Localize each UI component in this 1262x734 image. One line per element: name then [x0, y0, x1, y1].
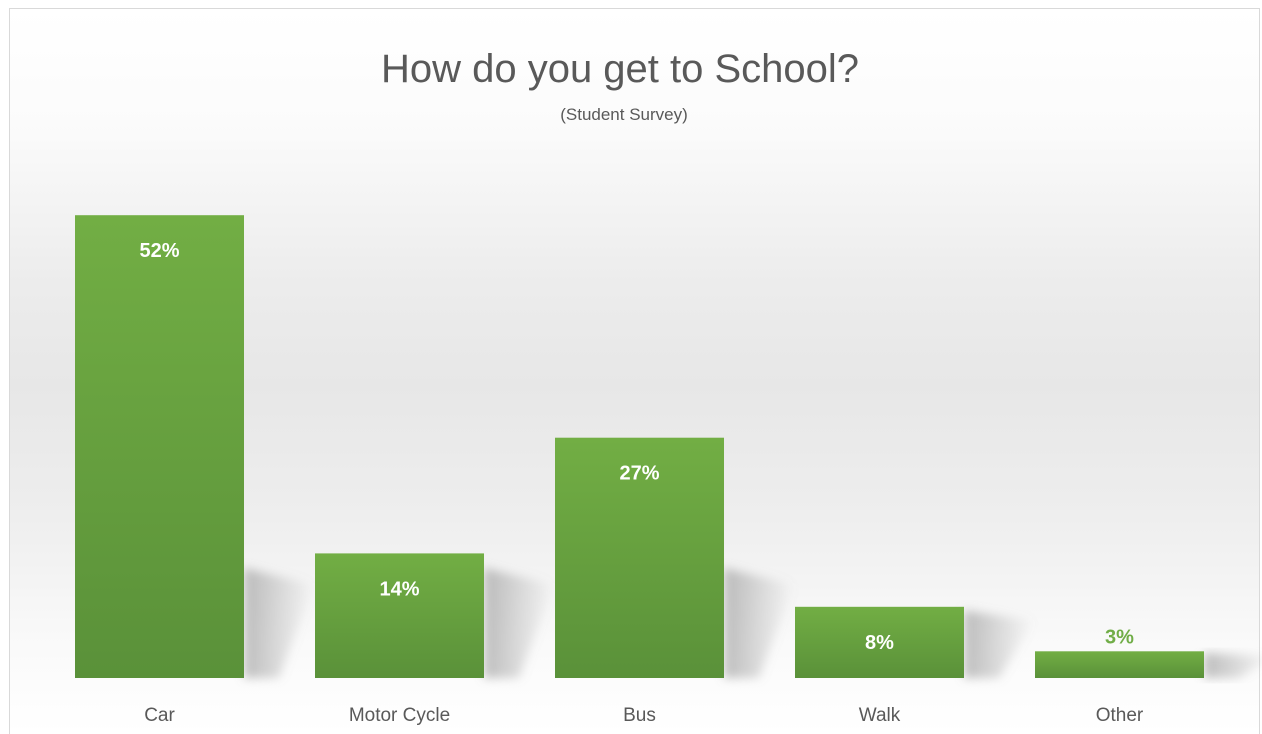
- chart-subtitle: (Student Survey): [560, 105, 688, 124]
- bar-shadow: [484, 568, 554, 678]
- category-label: Walk: [859, 705, 901, 726]
- bar-other: [1035, 651, 1204, 678]
- bar-bus: [555, 437, 724, 678]
- category-label: Car: [144, 705, 175, 726]
- bar-shadow: [964, 610, 1034, 678]
- bar-motor-cycle: [315, 553, 484, 678]
- bar-car: [75, 215, 244, 678]
- data-label: 14%: [379, 578, 419, 600]
- data-label: 27%: [619, 463, 659, 485]
- bar-walk: [795, 606, 964, 678]
- data-label: 3%: [1105, 626, 1134, 648]
- bar-shadow: [1204, 652, 1262, 678]
- chart-title: How do you get to School?: [381, 47, 859, 91]
- data-label: 52%: [139, 240, 179, 262]
- category-label: Other: [1096, 705, 1144, 726]
- data-label: 8%: [865, 632, 894, 654]
- category-label: Motor Cycle: [349, 705, 450, 726]
- bar-shadow: [724, 568, 794, 678]
- bar-shadow: [244, 568, 314, 678]
- category-label: Bus: [623, 705, 656, 726]
